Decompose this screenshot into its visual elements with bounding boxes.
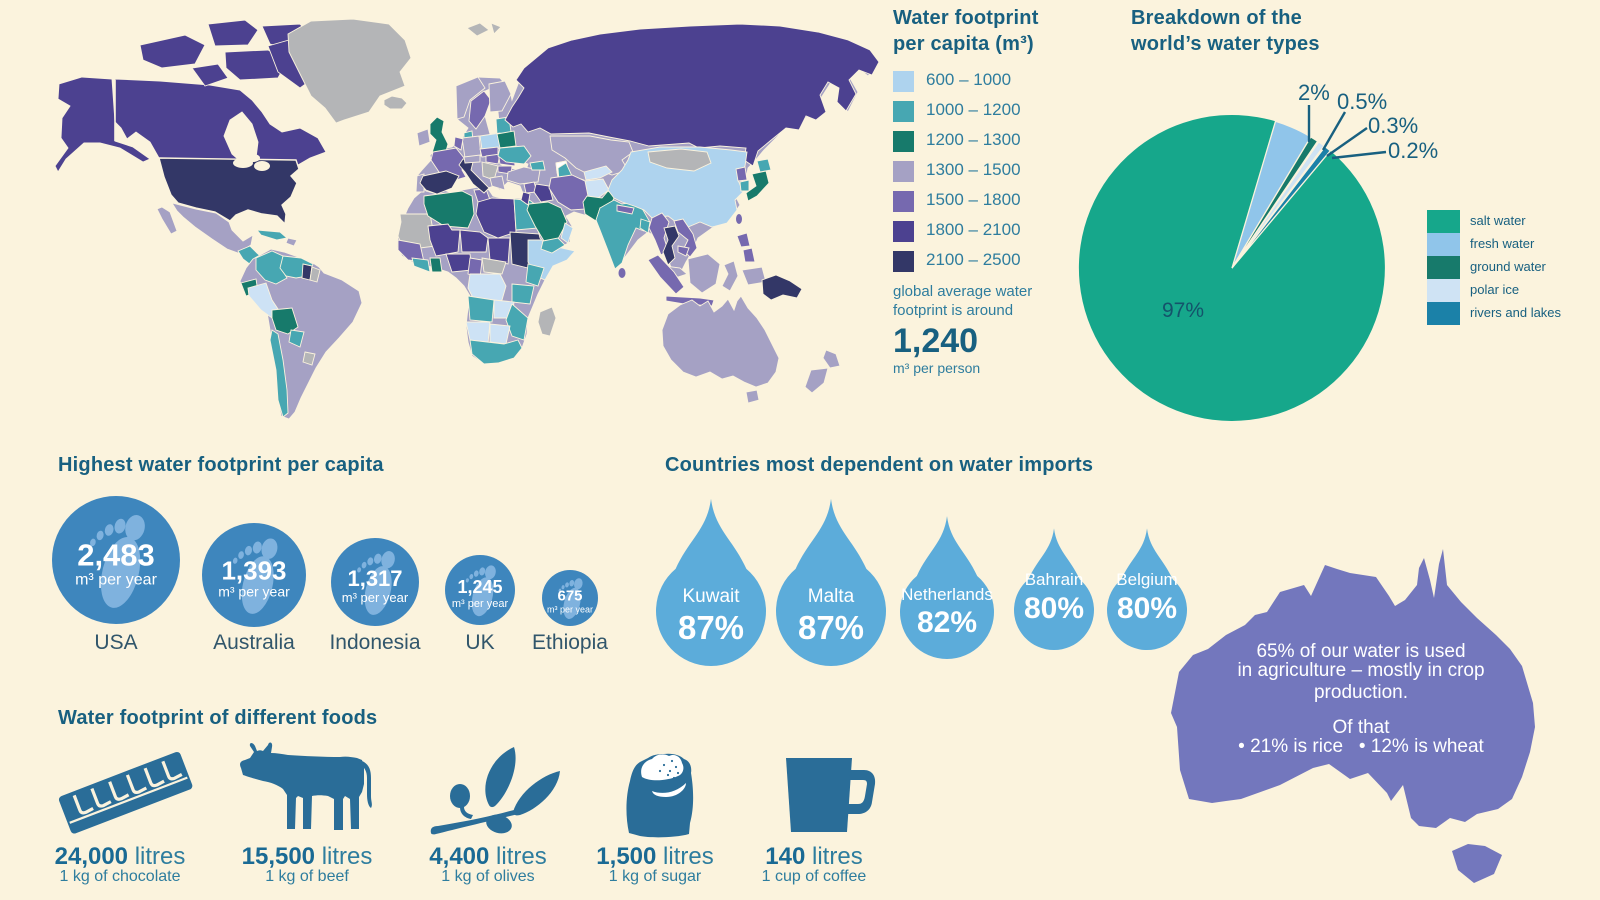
svg-text:Kuwait: Kuwait [682, 586, 740, 607]
svg-text:0.3%: 0.3% [1368, 113, 1418, 138]
svg-text:1,393: 1,393 [221, 556, 286, 586]
svg-text:2%: 2% [1298, 80, 1330, 105]
svg-text:2,483: 2,483 [77, 538, 155, 573]
svg-text:0.2%: 0.2% [1388, 138, 1438, 163]
svg-text:675: 675 [557, 588, 582, 605]
svg-text:Netherlands: Netherlands [901, 585, 993, 604]
svg-text:80%: 80% [1024, 592, 1084, 625]
svg-text:m³ per year: m³ per year [547, 605, 593, 615]
svg-text:87%: 87% [798, 609, 864, 646]
svg-text:m³ per year: m³ per year [452, 598, 509, 610]
svg-text:Of that: Of that [1332, 717, 1390, 738]
svg-text:in agriculture – mostly in cro: in agriculture – mostly in crop [1237, 660, 1484, 681]
svg-text:UK: UK [465, 631, 494, 654]
svg-text:1,245: 1,245 [457, 577, 502, 597]
svg-text:m³ per year: m³ per year [342, 590, 409, 605]
svg-text:Australia: Australia [213, 631, 295, 654]
svg-text:Ethiopia: Ethiopia [532, 631, 608, 654]
svg-text:65% of our water is used: 65% of our water is used [1256, 641, 1465, 662]
svg-text:1,317: 1,317 [347, 566, 402, 591]
svg-text:Belgium: Belgium [1116, 570, 1177, 589]
svg-text:0.5%: 0.5% [1337, 89, 1387, 114]
svg-text:m³ per year: m³ per year [218, 584, 290, 600]
svg-text:80%: 80% [1117, 592, 1177, 625]
svg-text:Malta: Malta [808, 586, 855, 607]
svg-text:Indonesia: Indonesia [329, 631, 420, 654]
svg-text:87%: 87% [678, 609, 744, 646]
svg-text:USA: USA [94, 631, 137, 654]
svg-text:97%: 97% [1162, 299, 1204, 322]
svg-text:• 21% is rice • 12% is wheat: • 21% is rice • 12% is wheat [1238, 736, 1484, 757]
svg-text:m³ per year: m³ per year [75, 572, 157, 589]
svg-text:production.: production. [1314, 682, 1408, 703]
svg-text:82%: 82% [917, 606, 977, 639]
svg-text:Bahrain: Bahrain [1025, 570, 1084, 589]
